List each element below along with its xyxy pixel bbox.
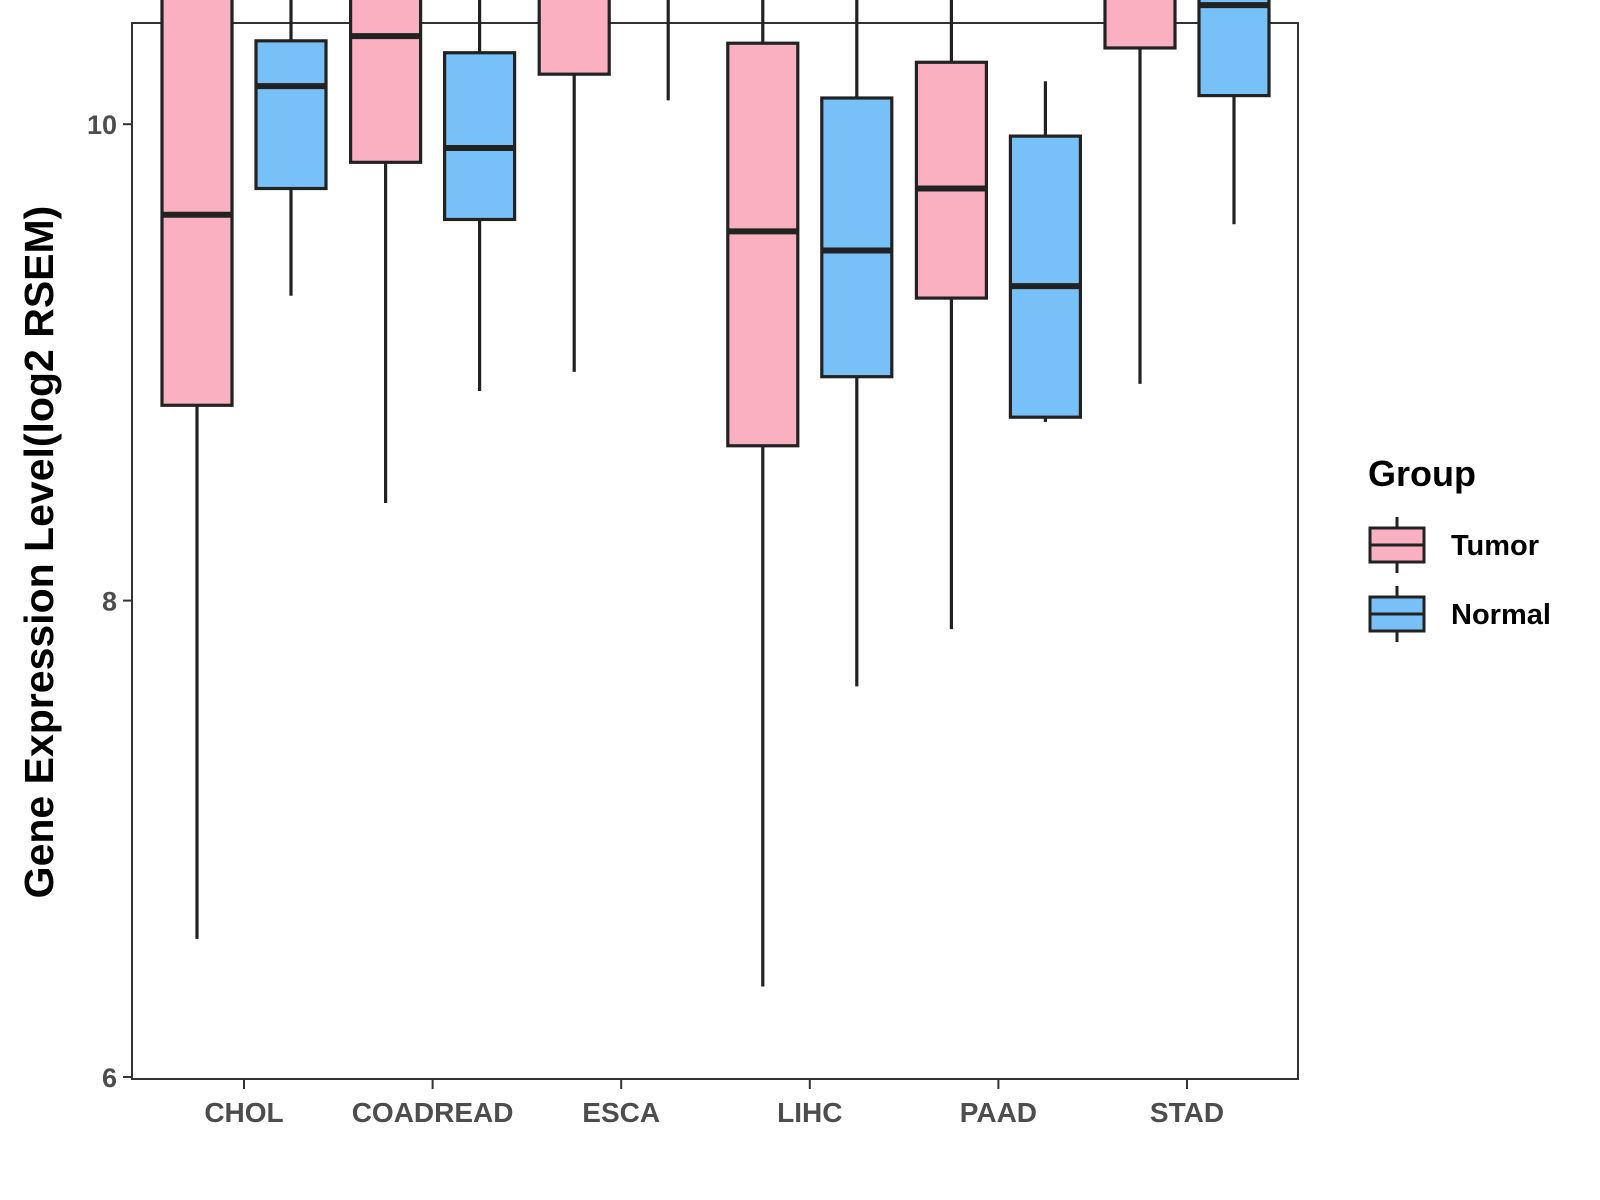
box-tumor-stad <box>1103 0 1177 384</box>
x-tick-label: STAD <box>1150 1097 1224 1128</box>
box-tumor-esca <box>537 0 611 372</box>
box-body <box>537 0 611 76</box>
x-tick-label: LIHC <box>777 1097 842 1128</box>
y-tick-label: 8 <box>102 587 117 617</box>
x-axis: CHOL COADREAD ESCA LIHC PAAD STAD <box>204 1079 1224 1128</box>
box-body <box>820 96 894 379</box>
box-normal-coadread <box>443 0 517 391</box>
legend-label: Tumor <box>1451 530 1539 562</box>
box-body <box>254 39 328 191</box>
x-tick-label: PAAD <box>960 1097 1037 1128</box>
box-normal-chol <box>254 0 328 296</box>
box-series <box>160 0 1271 987</box>
y-axis-title: Gene Expression Level(log2 RSEM) <box>16 206 62 899</box>
box-body <box>1103 0 1177 50</box>
x-tick-label: ESCA <box>582 1097 660 1128</box>
box-tumor-lihc <box>726 0 800 987</box>
plot-panel <box>131 22 1299 1080</box>
box-body <box>726 41 800 448</box>
box-normal-paad <box>1008 81 1083 422</box>
box-body <box>1197 0 1271 98</box>
box-tumor-paad <box>914 0 989 630</box>
box-body <box>914 60 989 300</box>
box-body <box>349 0 423 164</box>
y-axis: 68101214 <box>87 110 132 1093</box>
box-normal-lihc <box>820 0 894 687</box>
box-body <box>160 0 234 407</box>
box-body <box>443 51 517 222</box>
y-tick-label: 6 <box>102 1063 117 1093</box>
x-tick-label: COADREAD <box>352 1097 514 1128</box>
box-tumor-coadread <box>349 0 423 503</box>
legend-title: Group <box>1368 453 1476 494</box>
legend: Group Tumor Normal <box>1368 453 1551 642</box>
x-tick-label: CHOL <box>204 1097 283 1128</box>
y-tick-label: 10 <box>87 110 117 140</box>
box-body <box>1008 134 1083 419</box>
box-normal-stad <box>1197 0 1271 225</box>
legend-item-tumor: Tumor <box>1368 517 1539 573</box>
box-normal-esca <box>666 0 670 101</box>
legend-item-normal: Normal <box>1368 586 1551 642</box>
box-tumor-chol <box>160 0 234 939</box>
legend-label: Normal <box>1451 599 1551 631</box>
